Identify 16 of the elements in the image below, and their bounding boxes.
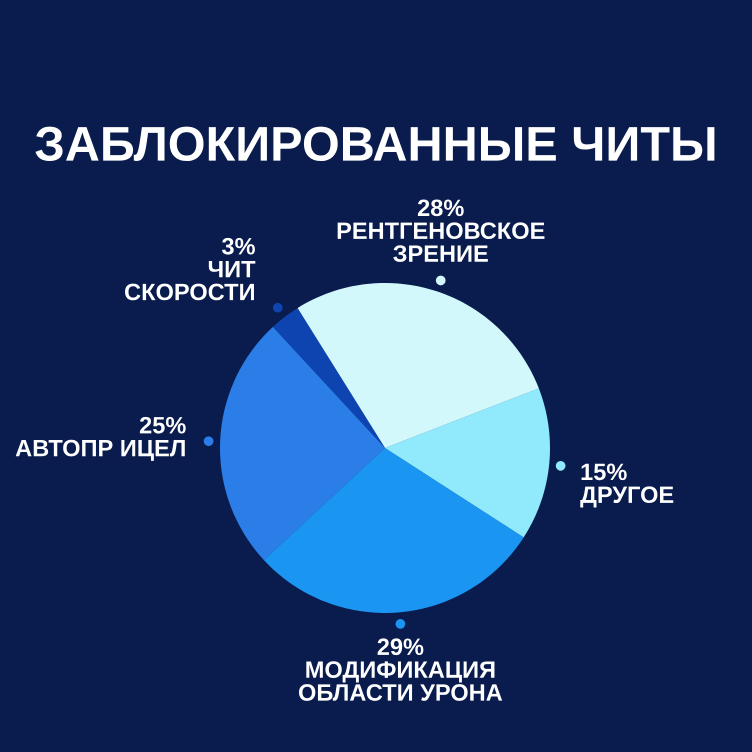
data-label: 28% [418, 199, 464, 216]
pie-slice [272, 308, 385, 448]
chart-title: ЗАБЛОКИРОВАННЫЕ ЧИТЫ [35, 126, 714, 162]
slice-label: РЕНТГЕНОВСКОЕ ЗРЕНИЕ [338, 222, 544, 262]
slice-label: МОДИФИКАЦИЯ ОБЛАСТИ УРОНА [298, 661, 502, 701]
legend-label: АВТОПР ИЦЕЛ [16, 440, 185, 461]
pie-slice [385, 388, 550, 538]
data-label: 25% [140, 416, 186, 434]
data-label: 3% [222, 238, 255, 255]
pie-slice [264, 448, 524, 613]
pie-slice [298, 283, 539, 448]
pie-slice [220, 326, 385, 560]
data-label: 15% [582, 464, 627, 480]
data-label: 29% [378, 638, 424, 656]
slice-label: ЧИТ СКОРОСТИ [125, 260, 256, 300]
slice-label: ДРУГОЕ [580, 486, 674, 508]
